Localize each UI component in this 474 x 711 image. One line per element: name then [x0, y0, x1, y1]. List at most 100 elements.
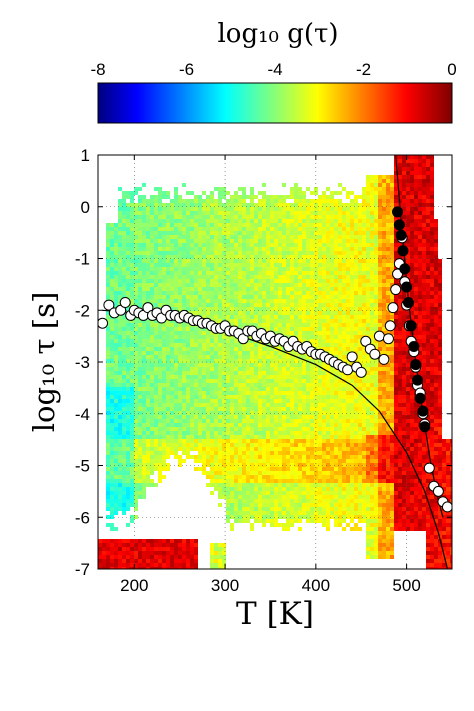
heatmap-cell	[374, 175, 378, 179]
heatmap-cell	[166, 263, 170, 267]
heatmap-cell	[126, 319, 130, 323]
heatmap-cell	[306, 187, 310, 191]
heatmap-cell	[110, 227, 114, 231]
heatmap-cell	[194, 275, 198, 279]
heatmap-cell	[282, 315, 286, 319]
heatmap-cell	[218, 279, 222, 283]
heatmap-cell	[182, 335, 186, 339]
heatmap-cell	[182, 379, 186, 383]
heatmap-cell	[162, 331, 166, 335]
heatmap-cell	[310, 247, 314, 251]
heatmap-cell	[366, 275, 370, 279]
heatmap-cell	[402, 207, 406, 211]
heatmap-cell	[310, 255, 314, 259]
heatmap-cell	[386, 179, 390, 183]
heatmap-cell	[330, 251, 334, 255]
heatmap-cell	[214, 335, 218, 339]
heatmap-cell	[126, 391, 130, 395]
heatmap-cell	[262, 411, 266, 415]
heatmap-cell	[342, 335, 346, 339]
heatmap-cell	[342, 415, 346, 419]
heatmap-cell	[430, 395, 434, 399]
heatmap-cell	[286, 215, 290, 219]
heatmap-cell	[106, 279, 110, 283]
heatmap-cell	[182, 239, 186, 243]
heatmap-cell	[310, 411, 314, 415]
heatmap-cell	[290, 207, 294, 211]
heatmap-cell	[314, 411, 318, 415]
heatmap-cell	[390, 183, 394, 187]
heatmap-cell	[134, 235, 138, 239]
heatmap-cell	[238, 379, 242, 383]
heatmap-cell	[362, 239, 366, 243]
heatmap-cell	[334, 247, 338, 251]
heatmap-cell	[358, 235, 362, 239]
heatmap-cell	[370, 319, 374, 323]
heatmap-cell	[434, 251, 438, 255]
heatmap-cell	[402, 367, 406, 371]
heatmap-cell	[390, 263, 394, 267]
heatmap-cell	[114, 407, 118, 411]
heatmap-cell	[170, 331, 174, 335]
heatmap-cell	[182, 371, 186, 375]
heatmap-cell	[422, 247, 426, 251]
heatmap-cell	[362, 223, 366, 227]
heatmap-cell	[270, 375, 274, 379]
heatmap-cell	[122, 359, 126, 363]
heatmap-cell	[306, 335, 310, 339]
heatmap-cell	[266, 303, 270, 307]
heatmap-cell	[350, 243, 354, 247]
heatmap-cell	[182, 247, 186, 251]
heatmap-cell	[318, 291, 322, 295]
heatmap-cell	[362, 363, 366, 367]
heatmap-cell	[234, 347, 238, 351]
heatmap-cell	[266, 415, 270, 419]
heatmap-cell	[130, 267, 134, 271]
heatmap-cell	[186, 203, 190, 207]
heatmap-cell	[318, 303, 322, 307]
heatmap-cell	[202, 203, 206, 207]
heatmap-cell	[226, 235, 230, 239]
heatmap-cell	[154, 295, 158, 299]
heatmap-cell	[218, 351, 222, 355]
heatmap-cell	[374, 407, 378, 411]
heatmap-cell	[306, 315, 310, 319]
heatmap-cell	[330, 387, 334, 391]
heatmap-cell	[246, 307, 250, 311]
heatmap-cell	[246, 295, 250, 299]
heatmap-cell	[254, 243, 258, 247]
heatmap-cell	[238, 419, 242, 423]
heatmap-cell	[378, 295, 382, 299]
heatmap-cell	[410, 167, 414, 171]
heatmap-cell	[230, 287, 234, 291]
heatmap-cell	[182, 331, 186, 335]
heatmap-cell	[218, 319, 222, 323]
heatmap-cell	[246, 371, 250, 375]
colorbar-title: log₁₀ g(τ)	[217, 19, 338, 49]
heatmap-cell	[434, 319, 438, 323]
heatmap-cell	[346, 327, 350, 331]
heatmap-cell	[246, 311, 250, 315]
heatmap-cell	[202, 379, 206, 383]
heatmap-cell	[106, 243, 110, 247]
heatmap-cell	[370, 303, 374, 307]
heatmap-cell	[182, 267, 186, 271]
heatmap-cell	[190, 379, 194, 383]
heatmap-cell	[254, 311, 258, 315]
heatmap-cell	[402, 415, 406, 419]
heatmap-cell	[202, 355, 206, 359]
heatmap-cell	[282, 231, 286, 235]
heatmap-cell	[298, 307, 302, 311]
heatmap-cell	[426, 263, 430, 267]
heatmap-cell	[282, 215, 286, 219]
heatmap-cell	[154, 251, 158, 255]
heatmap-cell	[346, 419, 350, 423]
heatmap-cell	[286, 279, 290, 283]
heatmap-cell	[422, 223, 426, 227]
heatmap-cell	[202, 223, 206, 227]
heatmap-cell	[270, 239, 274, 243]
heatmap-cell	[118, 335, 122, 339]
heatmap-cell	[294, 279, 298, 283]
heatmap-cell	[202, 291, 206, 295]
heatmap-cell	[366, 407, 370, 411]
